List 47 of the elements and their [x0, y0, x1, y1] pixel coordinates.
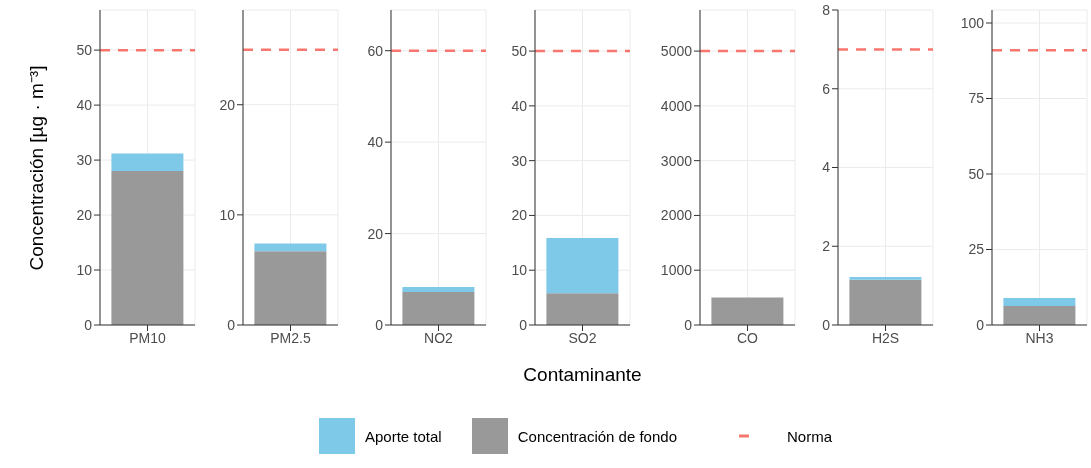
y-tick-label: 50	[968, 165, 985, 182]
y-tick-label: 1000	[660, 262, 693, 279]
y-tick-label: 10	[219, 206, 236, 223]
y-tick-label: 0	[976, 316, 985, 333]
y-tick-label: 0	[822, 316, 831, 333]
legend-label: Concentración de fondo	[517, 427, 677, 445]
y-tick-label: 0	[84, 316, 93, 333]
y-tick-label: 20	[219, 96, 236, 113]
y-tick-label: 0	[684, 316, 693, 333]
y-tick-label: 100	[960, 14, 985, 31]
y-tick-label: 50	[511, 43, 528, 60]
y-tick-label: 75	[968, 90, 985, 107]
x-tick-label: SO2	[568, 329, 597, 346]
y-tick-label: 6	[822, 80, 831, 97]
y-tick-label: 40	[76, 97, 93, 114]
y-tick-label: 4000	[660, 97, 693, 114]
x-tick-label: NO2	[424, 329, 454, 346]
y-tick-label: 2000	[660, 207, 693, 224]
y-tick-label: 50	[76, 42, 93, 59]
y-tick-label: 30	[76, 152, 93, 169]
y-tick-label: 8	[822, 1, 831, 18]
x-tick-label: CO	[737, 329, 759, 346]
y-tick-label: 20	[76, 207, 93, 224]
legend-label: Norma	[786, 427, 832, 445]
y-tick-label: 3000	[660, 152, 693, 169]
y-tick-label: 60	[367, 42, 384, 59]
x-tick-label: H2S	[871, 329, 900, 346]
y-tick-label: 40	[511, 97, 528, 114]
y-tick-label: 40	[367, 134, 384, 151]
y-tick-label: 4	[822, 159, 831, 176]
y-tick-label: 2	[822, 238, 831, 255]
y-tick-label: 30	[511, 152, 528, 169]
y-tick-label: 20	[367, 225, 384, 242]
x-axis-title: Contaminante	[522, 364, 643, 386]
y-tick-label: 0	[227, 316, 236, 333]
y-tick-label: 10	[511, 262, 528, 279]
y-tick-label: 0	[375, 316, 384, 333]
y-tick-label: 0	[519, 316, 528, 333]
y-tick-label: 20	[511, 207, 528, 224]
y-tick-label: 10	[76, 262, 93, 278]
y-axis-title: Concentración [µg · m⁻³]	[25, 65, 48, 271]
x-tick-label: PM2.5	[270, 329, 311, 346]
y-tick-label: 5000	[660, 43, 693, 60]
x-tick-label: PM10	[129, 329, 166, 346]
legend-label: Aporte total	[364, 427, 442, 445]
x-tick-label: NH3	[1025, 329, 1054, 346]
y-tick-label: 25	[968, 241, 985, 258]
